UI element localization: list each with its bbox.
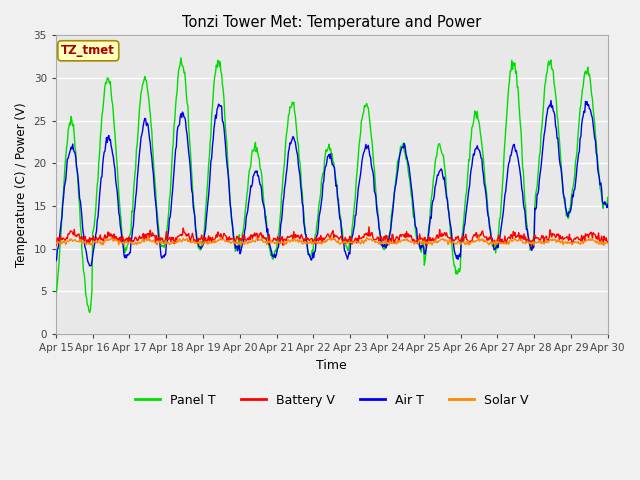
Title: Tonzi Tower Met: Temperature and Power: Tonzi Tower Met: Temperature and Power: [182, 15, 481, 30]
Legend: Panel T, Battery V, Air T, Solar V: Panel T, Battery V, Air T, Solar V: [131, 389, 533, 411]
X-axis label: Time: Time: [316, 359, 347, 372]
Text: TZ_tmet: TZ_tmet: [61, 44, 115, 57]
Y-axis label: Temperature (C) / Power (V): Temperature (C) / Power (V): [15, 102, 28, 267]
